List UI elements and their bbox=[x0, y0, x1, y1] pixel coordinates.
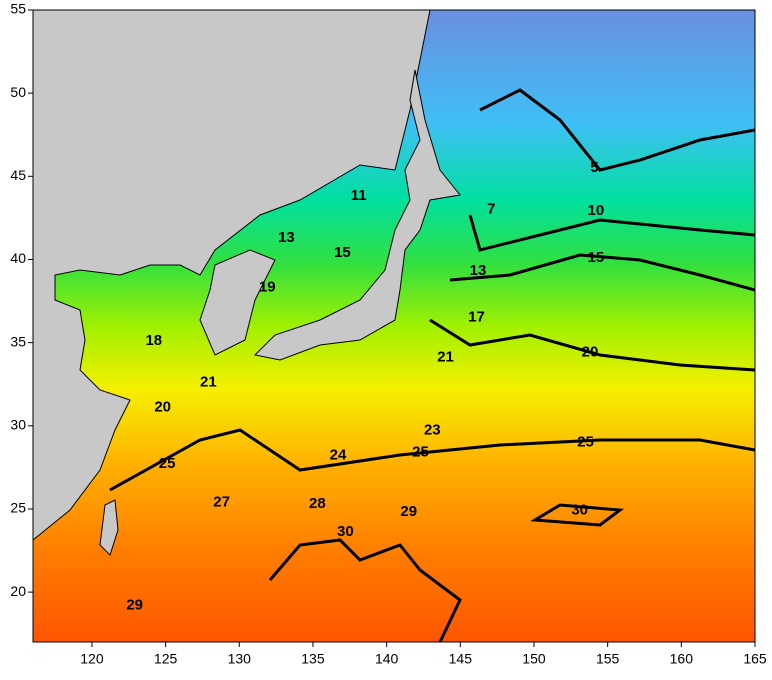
contour-label: 30 bbox=[337, 523, 354, 540]
contour-label: 21 bbox=[437, 349, 454, 366]
contour-label: 13 bbox=[470, 262, 487, 279]
contour-label: 15 bbox=[334, 244, 351, 261]
contour-label: 25 bbox=[412, 443, 429, 460]
x-tick-label: 165 bbox=[743, 651, 767, 667]
contour-label: 18 bbox=[145, 332, 162, 349]
x-tick-label: 160 bbox=[670, 651, 694, 667]
contour-label: 11 bbox=[351, 187, 367, 204]
x-tick-label: 125 bbox=[154, 651, 178, 667]
contour-label: 15 bbox=[588, 249, 605, 266]
frame bbox=[32, 9, 756, 643]
x-tick-label: 120 bbox=[80, 651, 104, 667]
contour-label: 10 bbox=[588, 202, 605, 219]
y-tick-label: 35 bbox=[10, 333, 26, 349]
japan bbox=[253, 69, 461, 361]
contour-label: 7 bbox=[487, 201, 495, 218]
contour-label: 25 bbox=[159, 455, 176, 472]
y-tick-label: 50 bbox=[10, 84, 26, 100]
contour-label: 29 bbox=[126, 596, 143, 613]
contour-label: 21 bbox=[200, 374, 217, 391]
isotherms bbox=[109, 88, 755, 642]
contour-label: 17 bbox=[468, 309, 485, 326]
y-tick-label: 30 bbox=[10, 416, 26, 432]
contour-label: 20 bbox=[154, 398, 171, 415]
mainland bbox=[33, 10, 431, 541]
x-tick-label: 155 bbox=[596, 651, 620, 667]
y-tick-label: 20 bbox=[10, 583, 26, 599]
x-tick-label: 145 bbox=[449, 651, 473, 667]
plot-area bbox=[33, 10, 755, 642]
y-tick-label: 25 bbox=[10, 500, 26, 516]
contour-label: 30 bbox=[571, 502, 588, 519]
x-tick-label: 150 bbox=[522, 651, 546, 667]
contour-label: 20 bbox=[582, 344, 599, 361]
contour-label: 27 bbox=[213, 493, 230, 510]
contour-label: 29 bbox=[400, 503, 417, 520]
x-tick-label: 130 bbox=[228, 651, 252, 667]
y-tick-label: 45 bbox=[10, 167, 26, 183]
y-tick-label: 55 bbox=[10, 1, 26, 17]
y-tick-label: 40 bbox=[10, 250, 26, 266]
x-tick-label: 140 bbox=[375, 651, 399, 667]
korea bbox=[199, 249, 276, 356]
contour-label: 24 bbox=[330, 447, 347, 464]
contour-label: 28 bbox=[309, 495, 326, 512]
contour-label: 13 bbox=[278, 229, 295, 246]
taiwan bbox=[99, 499, 119, 556]
contour-label: 23 bbox=[424, 422, 441, 439]
x-tick-label: 135 bbox=[301, 651, 325, 667]
contour-label: 5 bbox=[590, 159, 598, 176]
contour-label: 25 bbox=[577, 433, 594, 450]
contour-label: 19 bbox=[259, 279, 276, 296]
